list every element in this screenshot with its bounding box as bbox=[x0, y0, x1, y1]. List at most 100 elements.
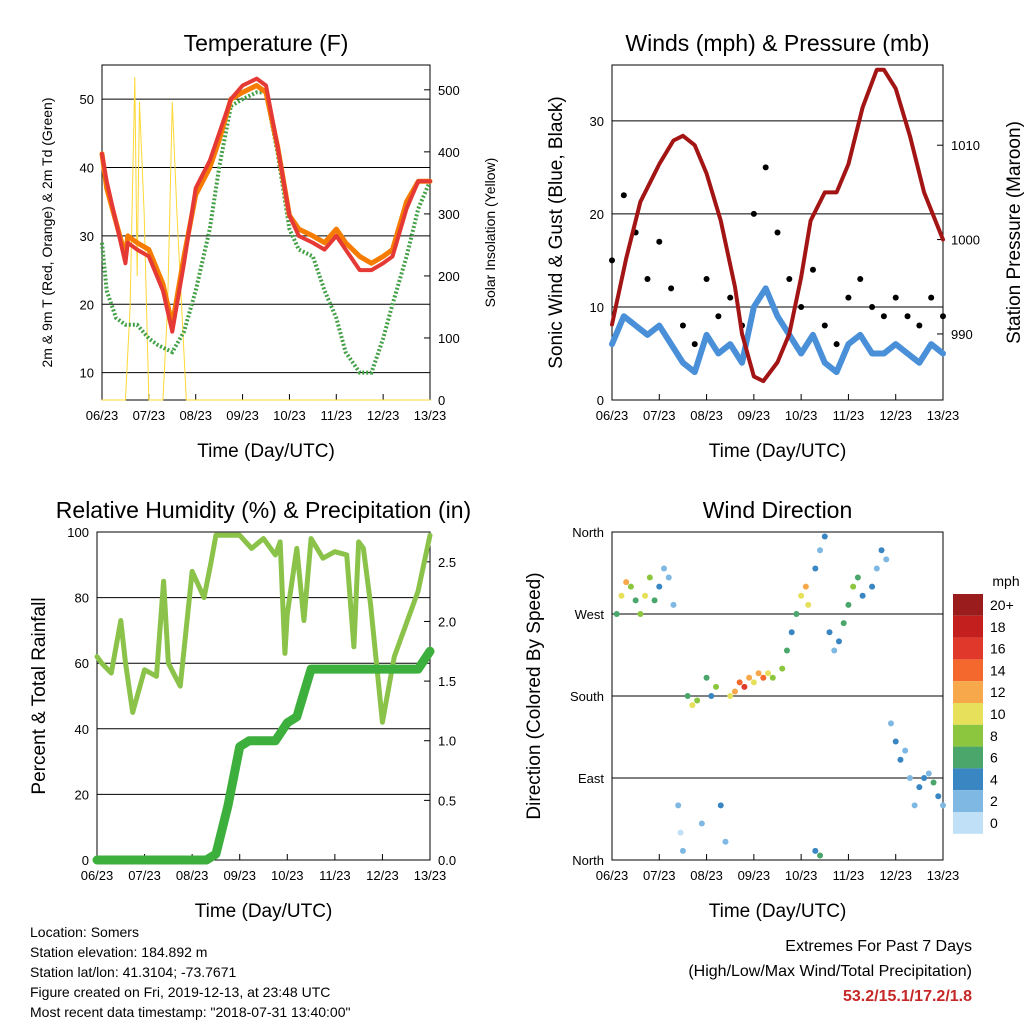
y-tick-label: 40 bbox=[80, 161, 94, 176]
legend-label: 0 bbox=[990, 815, 998, 831]
speed-legend bbox=[953, 594, 983, 834]
direction-point bbox=[750, 679, 757, 686]
gust-point bbox=[774, 229, 781, 236]
legend-swatch bbox=[953, 790, 983, 812]
direction-point bbox=[727, 693, 734, 699]
direction-point bbox=[925, 770, 932, 777]
gust-point bbox=[656, 238, 663, 245]
x-axis-label: Time (Day/UTC) bbox=[709, 441, 847, 462]
x-axis-label: Time (Day/UTC) bbox=[197, 441, 335, 462]
gust-point bbox=[845, 294, 852, 301]
legend-swatch bbox=[953, 637, 983, 660]
legend-label: 18 bbox=[990, 619, 1006, 635]
direction-point bbox=[793, 611, 800, 617]
y-right-tick-label: 1000 bbox=[951, 233, 980, 248]
y-axis-label: Sonic Wind & Gust (Blue, Black) bbox=[546, 96, 567, 368]
series-2m-temp-line bbox=[100, 76, 432, 334]
gust-point bbox=[703, 276, 710, 283]
legend-label: 20+ bbox=[990, 597, 1014, 613]
direction-point bbox=[906, 775, 913, 781]
x-tick-label: 09/23 bbox=[226, 408, 259, 423]
gust-point bbox=[880, 313, 887, 320]
y-axis-label: Direction (Colored By Speed) bbox=[524, 572, 545, 819]
direction-point bbox=[623, 579, 630, 586]
legend-label: 16 bbox=[990, 641, 1006, 657]
series-9m-temp-line bbox=[99, 83, 433, 328]
y-tick-label: West bbox=[575, 607, 605, 622]
direction-point bbox=[935, 793, 942, 800]
direction-point bbox=[878, 547, 885, 554]
gust-point bbox=[691, 341, 698, 348]
gust-point bbox=[668, 285, 675, 292]
direction-point bbox=[897, 756, 904, 763]
gust-point bbox=[798, 303, 805, 310]
legend-label: 4 bbox=[990, 771, 998, 787]
x-tick-label: 07/23 bbox=[643, 868, 676, 883]
x-tick-label: 12/23 bbox=[366, 868, 399, 883]
direction-point bbox=[817, 852, 824, 859]
gust-point bbox=[833, 341, 840, 348]
direction-point bbox=[656, 583, 663, 590]
direction-point bbox=[642, 592, 649, 599]
x-tick-label: 07/23 bbox=[133, 408, 166, 423]
direction-point bbox=[698, 820, 705, 827]
direction-point bbox=[812, 565, 819, 572]
x-tick-label: 06/23 bbox=[596, 408, 629, 423]
panel-temperature bbox=[99, 64, 433, 401]
extremes-title: Extremes For Past 7 Days bbox=[785, 938, 972, 955]
x-tick-label: 13/23 bbox=[927, 868, 960, 883]
direction-point bbox=[854, 574, 861, 581]
chart-title: Winds (mph) & Pressure (mb) bbox=[625, 30, 929, 56]
x-tick-label: 11/23 bbox=[833, 408, 865, 423]
direction-point bbox=[873, 565, 880, 572]
direction-point bbox=[627, 583, 634, 590]
legend-swatch bbox=[953, 768, 983, 791]
x-tick-label: 09/23 bbox=[223, 868, 256, 883]
direction-point bbox=[677, 829, 684, 836]
direction-point bbox=[812, 847, 819, 854]
direction-point bbox=[930, 779, 937, 786]
x-tick-label: 11/23 bbox=[320, 408, 352, 423]
y-tick-label: 0 bbox=[597, 393, 604, 408]
y-tick-label: 20 bbox=[80, 297, 94, 312]
direction-point bbox=[859, 592, 866, 599]
direction-point bbox=[731, 688, 738, 695]
y-right-tick-label: 200 bbox=[438, 269, 460, 284]
direction-point bbox=[713, 683, 720, 690]
y-tick-label: 10 bbox=[590, 300, 604, 315]
gust-point bbox=[857, 276, 864, 283]
x-tick-label: 08/23 bbox=[690, 408, 723, 423]
direction-point bbox=[783, 647, 790, 654]
legend-label: 14 bbox=[990, 662, 1006, 678]
recent-timestamp: Most recent data timestamp: "2018-07-31 … bbox=[30, 1004, 351, 1020]
gust-point bbox=[940, 313, 946, 320]
direction-point bbox=[883, 556, 890, 563]
direction-point bbox=[755, 670, 762, 677]
x-tick-label: 12/23 bbox=[367, 408, 400, 423]
x-tick-label: 06/23 bbox=[596, 868, 629, 883]
direction-point bbox=[805, 601, 812, 608]
y-tick-label: 100 bbox=[67, 525, 89, 540]
legend-swatch bbox=[953, 724, 983, 747]
gust-point bbox=[786, 276, 793, 283]
direction-point bbox=[817, 547, 824, 554]
x-tick-label: 12/23 bbox=[879, 408, 912, 423]
extremes-subtitle: (High/Low/Max Wind/Total Precipitation) bbox=[688, 963, 972, 980]
direction-point bbox=[798, 592, 805, 599]
station-location: Location: Somers bbox=[30, 924, 139, 940]
x-tick-label: 10/23 bbox=[271, 868, 304, 883]
extremes-panel: Extremes For Past 7 Days (High/Low/Max W… bbox=[688, 934, 972, 1009]
direction-point bbox=[911, 802, 918, 809]
x-tick-label: 11/23 bbox=[319, 868, 351, 883]
station-info: Location: Somers Station elevation: 184.… bbox=[30, 922, 350, 1022]
x-tick-label: 09/23 bbox=[738, 408, 771, 423]
direction-point bbox=[840, 620, 847, 627]
x-tick-label: 06/23 bbox=[86, 408, 119, 423]
direction-point bbox=[741, 683, 748, 690]
x-tick-label: 07/23 bbox=[643, 408, 676, 423]
series-pressure-line bbox=[610, 67, 945, 384]
gust-point bbox=[928, 294, 935, 301]
y-right-tick-label: 2.0 bbox=[438, 614, 456, 629]
legend-swatch bbox=[953, 659, 983, 682]
